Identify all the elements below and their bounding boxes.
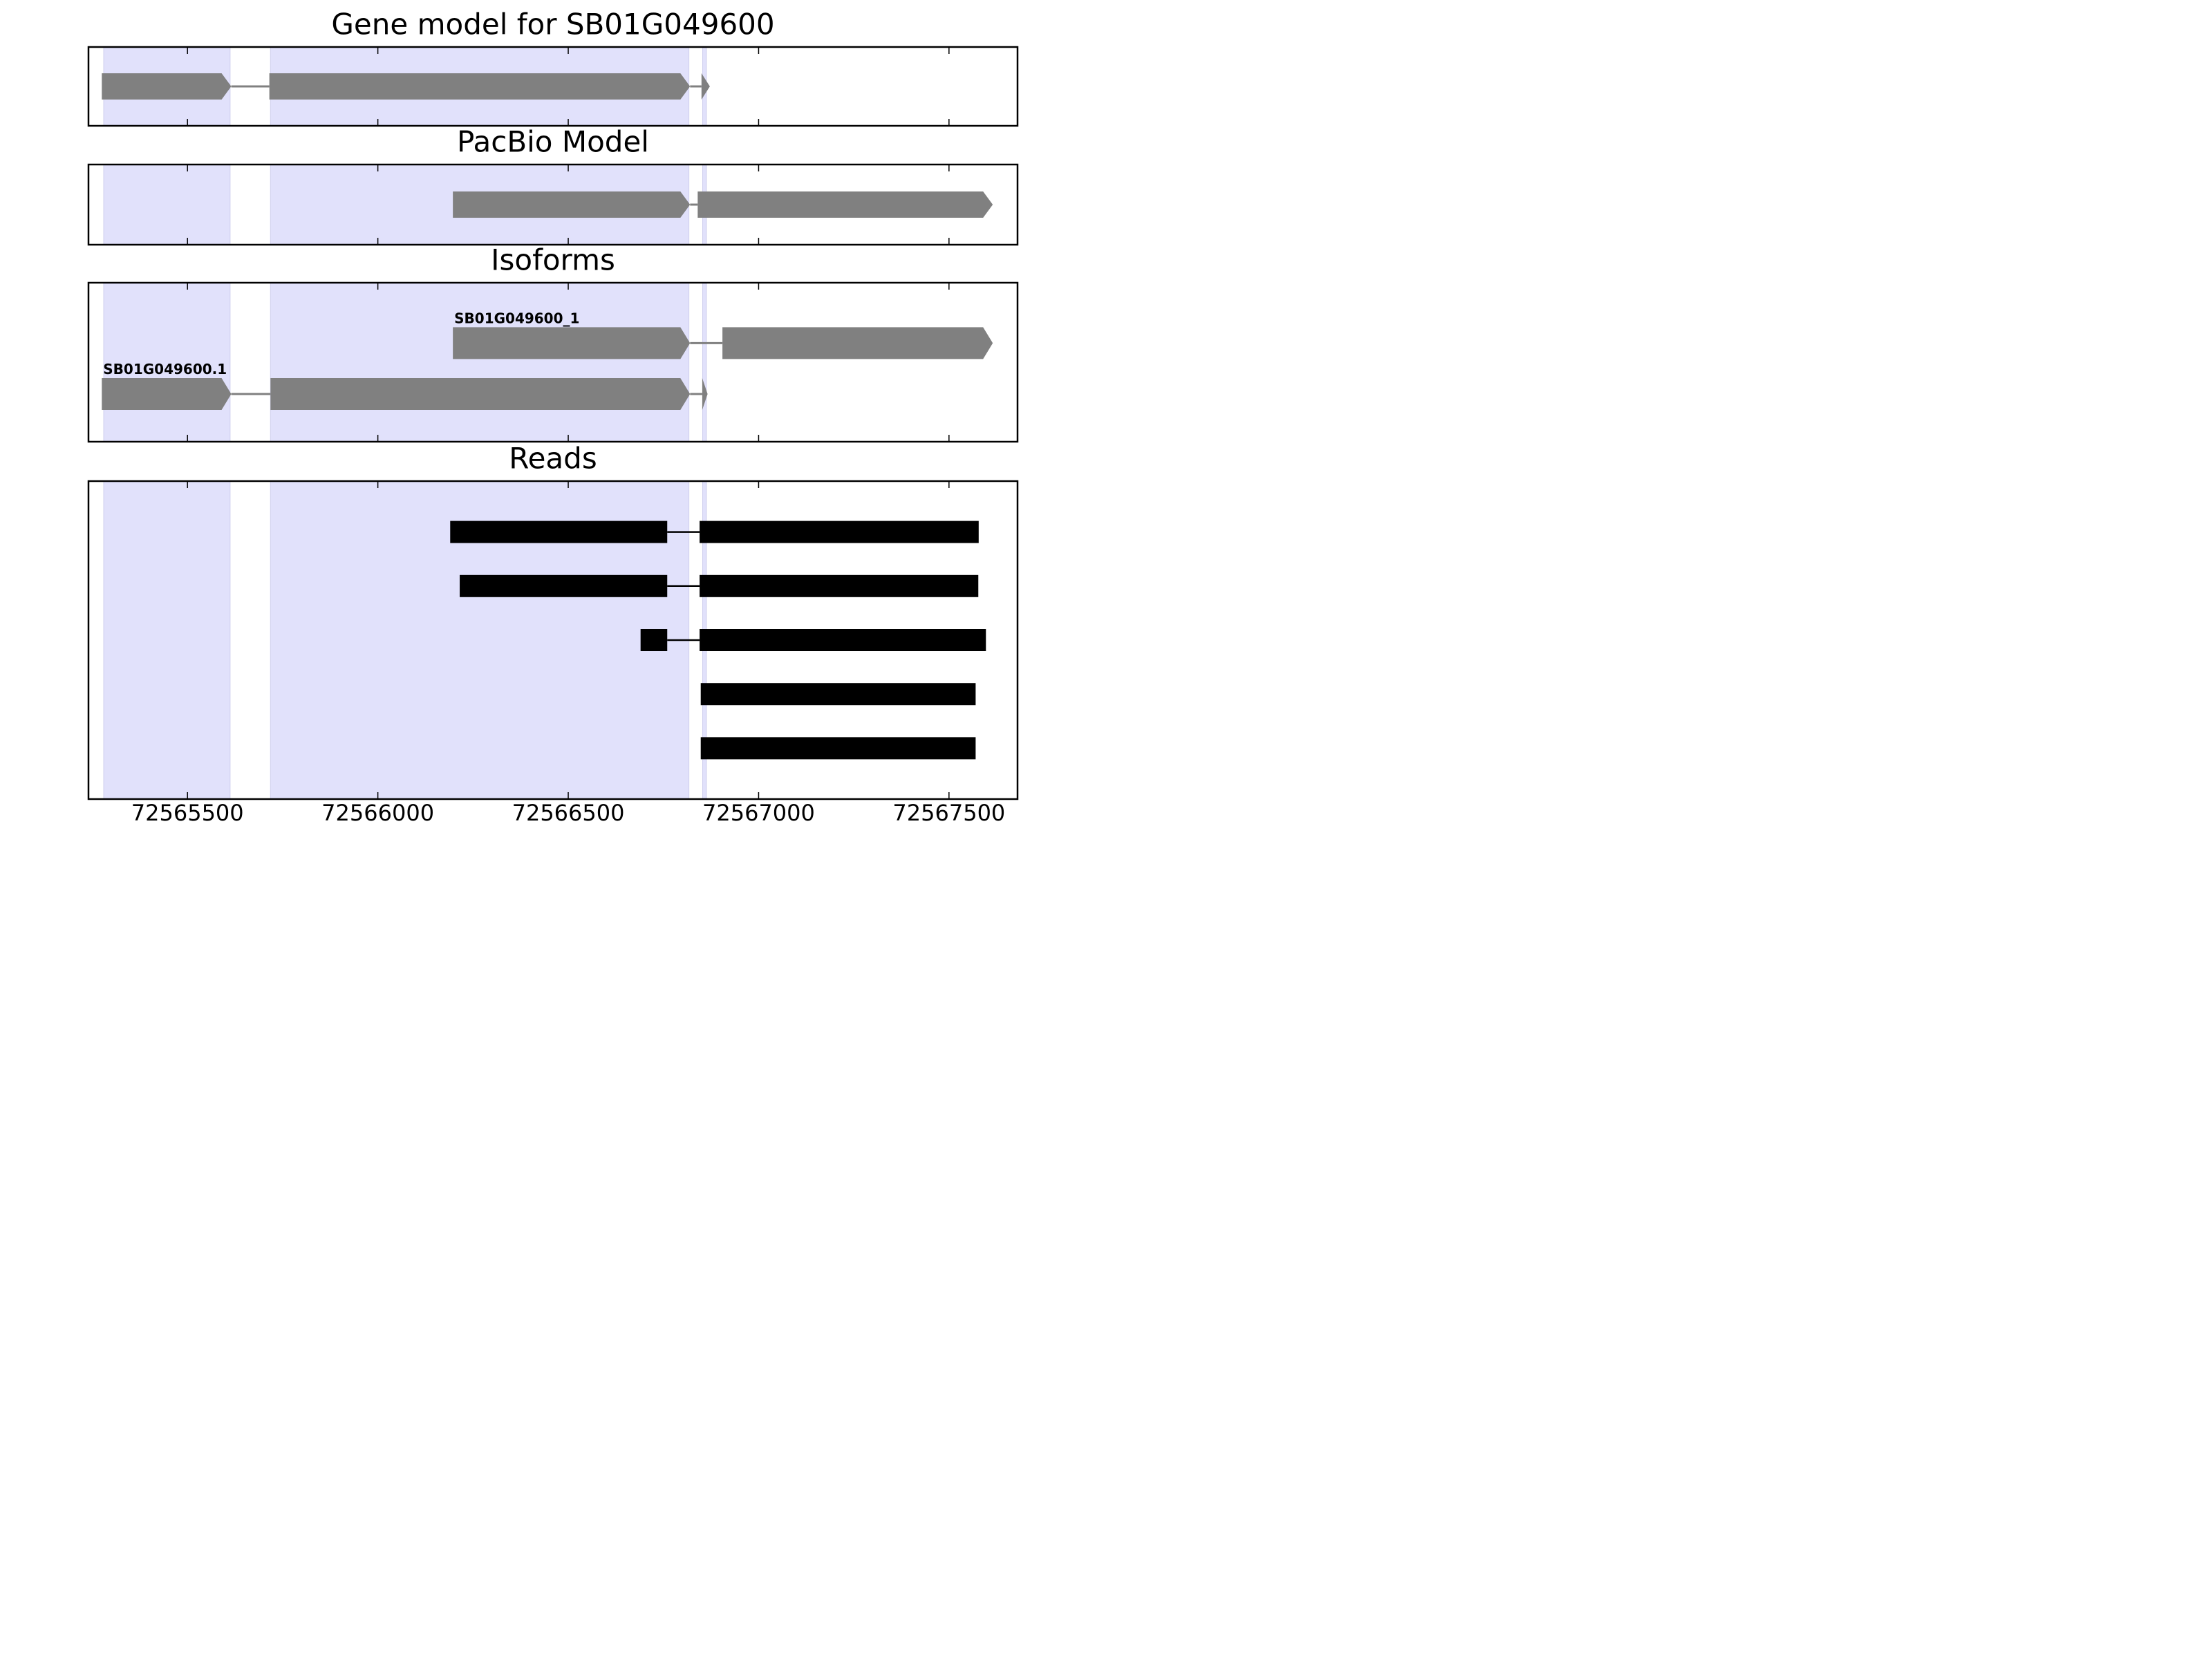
- panel-title: Reads: [509, 442, 597, 476]
- exon-block: [697, 191, 993, 218]
- exon-block: [270, 378, 691, 410]
- panel-0: Gene model for SB01G049600: [87, 8, 1019, 127]
- gene-structure-figure: Gene model for SB01G049600 PacBio Model Is…: [87, 8, 1019, 826]
- highlight-region-1: [270, 282, 690, 442]
- exon-block: [453, 327, 691, 359]
- x-tick-label: 72565500: [131, 800, 244, 826]
- highlight-region-0: [103, 480, 231, 800]
- exon-block: [701, 73, 710, 100]
- isoform-label: SB01G049600_1: [454, 310, 579, 326]
- read-block: [700, 683, 976, 706]
- panel-2: Isoforms SB01G049600_1 SB01G049600.1: [87, 243, 1019, 443]
- read-block: [640, 629, 668, 651]
- read-block: [450, 521, 668, 543]
- read-block: [700, 521, 979, 543]
- panel-3: Reads 72565500 72566000 72566500 72567000 725…: [87, 442, 1019, 826]
- read-block: [700, 629, 986, 651]
- exon-block: [269, 73, 691, 100]
- highlight-region-0: [103, 164, 231, 245]
- x-tick-label: 72566000: [321, 800, 434, 826]
- panel-frame: [87, 281, 1019, 443]
- exon-block: [102, 378, 232, 410]
- x-tick-label: 72567500: [892, 800, 1005, 826]
- panel-frame: [87, 46, 1019, 127]
- x-tick-label: 72567000: [702, 800, 815, 826]
- isoform-label: SB01G049600.1: [103, 361, 227, 377]
- highlight-region-2: [702, 282, 707, 442]
- read-block: [700, 737, 976, 760]
- read-block: [460, 574, 668, 597]
- panel-frame: [87, 163, 1019, 246]
- panel-title: Isoforms: [491, 243, 615, 277]
- read-block: [700, 574, 979, 597]
- panel-1: PacBio Model: [87, 125, 1019, 246]
- exon-block: [453, 191, 691, 218]
- exon-block: [102, 73, 232, 100]
- x-tick-label: 72566500: [512, 800, 625, 826]
- exon-block: [702, 378, 708, 410]
- panel-frame: [87, 480, 1019, 800]
- exon-block: [722, 327, 993, 359]
- panel-title: PacBio Model: [457, 125, 649, 159]
- panel-title: Gene model for SB01G049600: [331, 8, 774, 41]
